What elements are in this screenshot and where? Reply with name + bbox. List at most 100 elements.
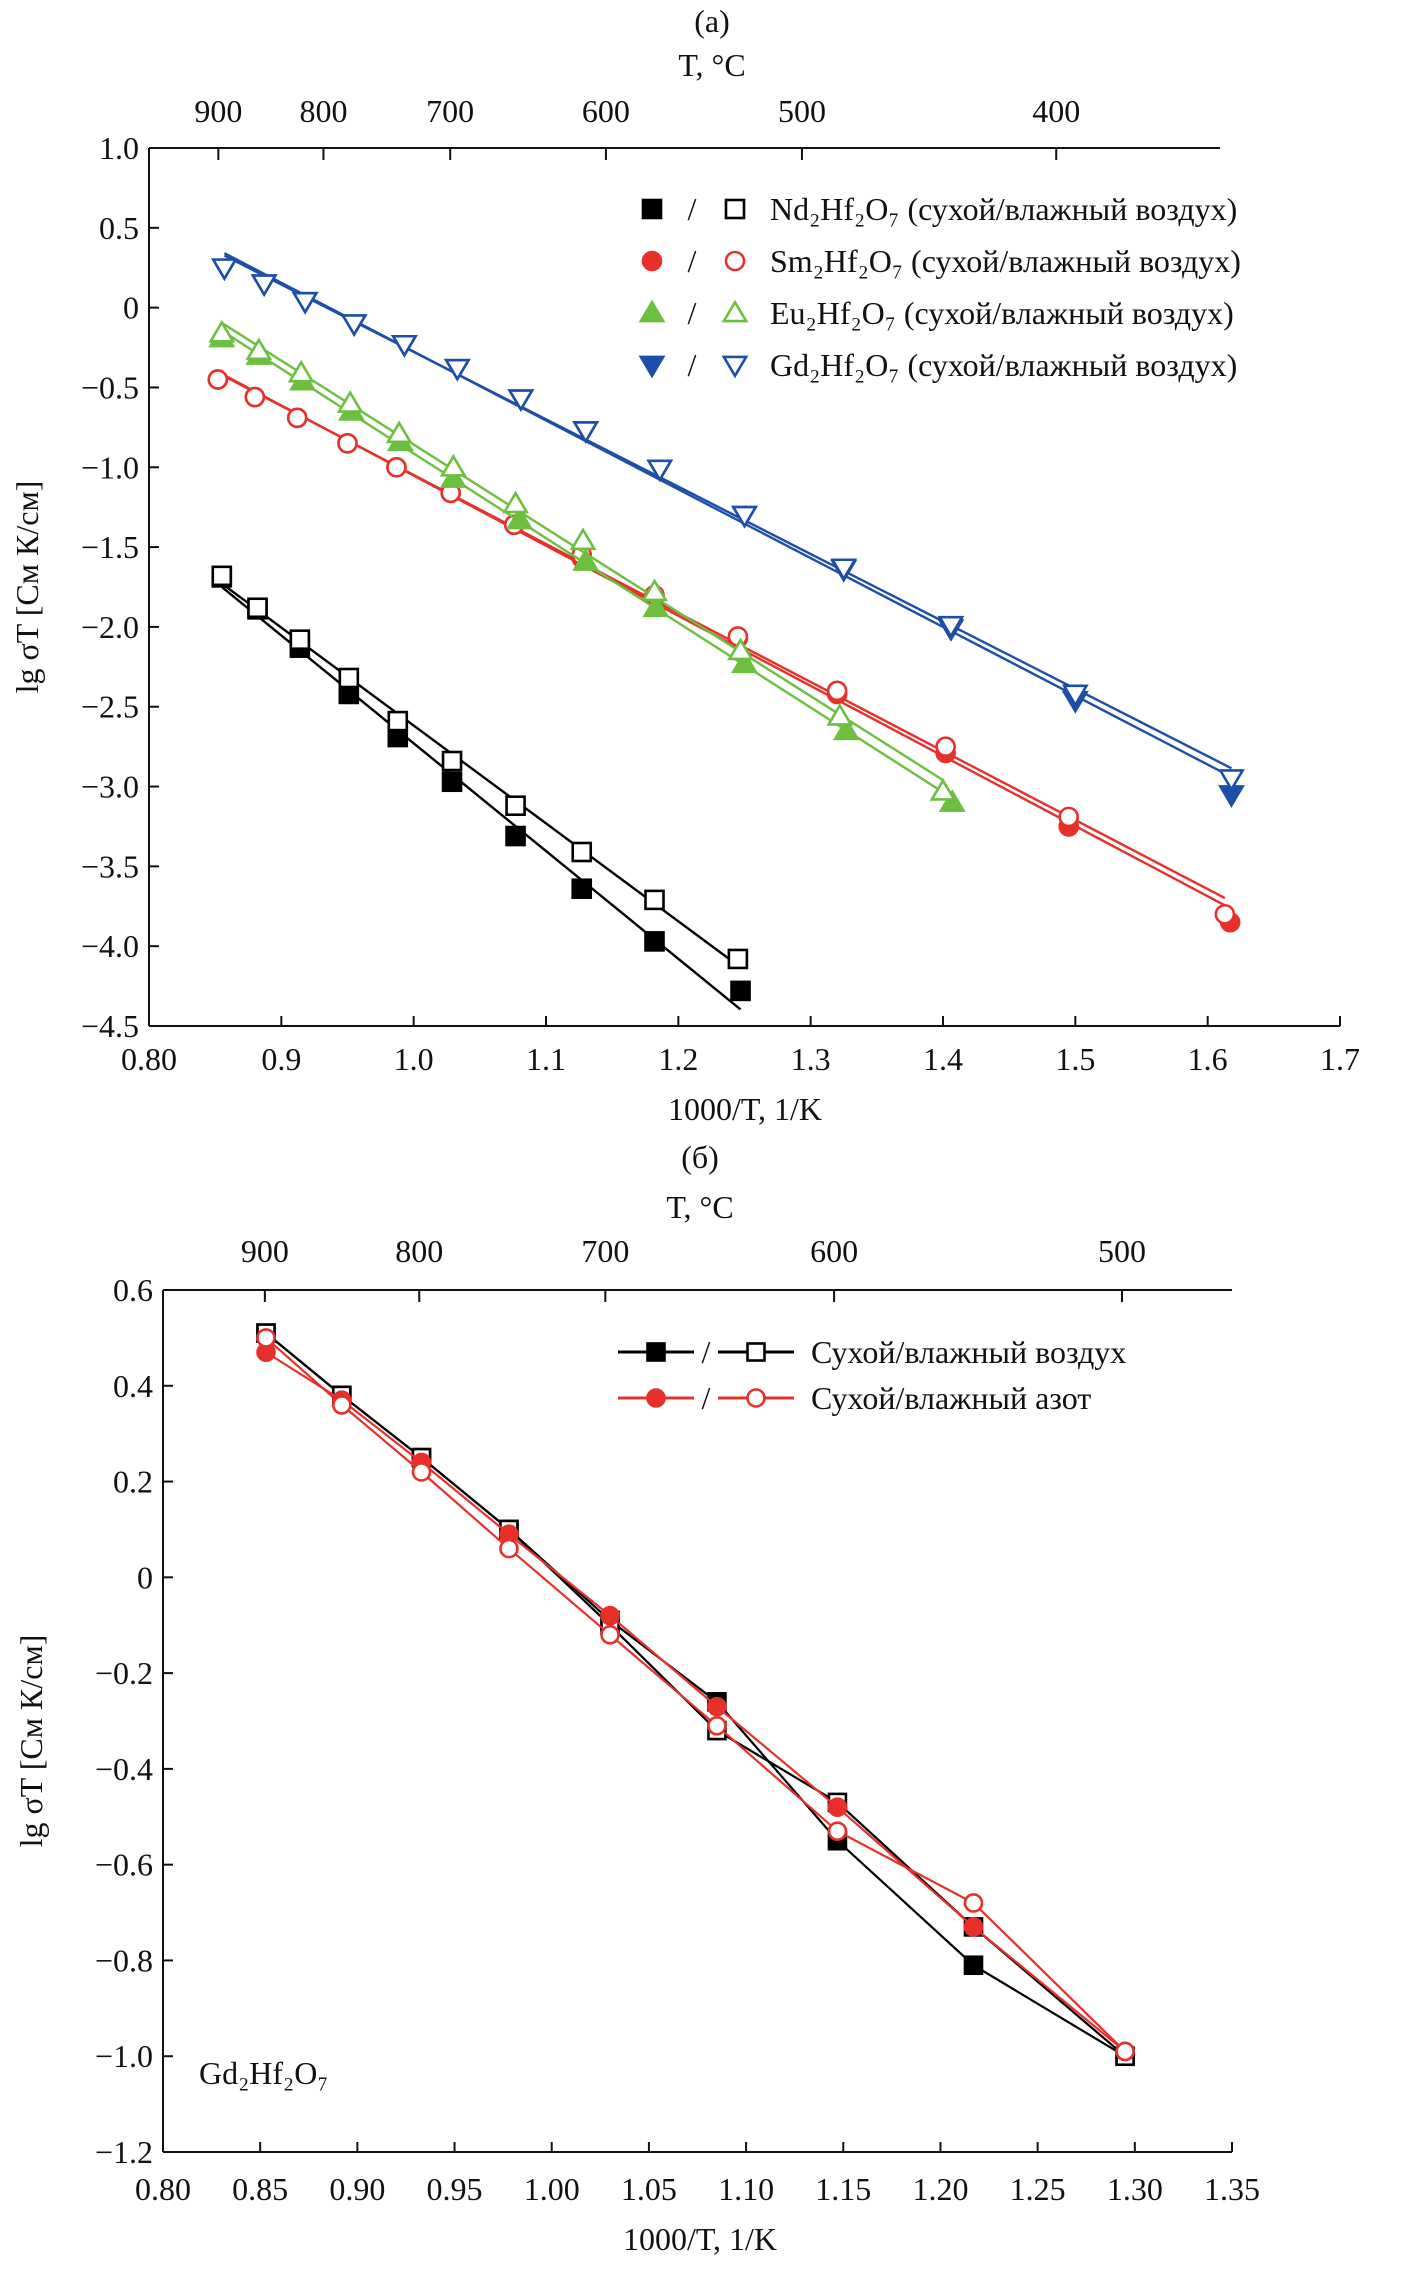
legend-entry: / Gd₂Hf₂O₇ (сухой/влажный воздух): [638, 347, 1237, 383]
data-point: [505, 795, 526, 817]
data-point: [247, 597, 268, 619]
top-tick-label: 700: [581, 1233, 629, 1269]
top-tick-label: 700: [426, 93, 474, 129]
data-point: [250, 274, 278, 298]
legend-separator-gap: [694, 1392, 718, 1404]
y-tick-label: −3.5: [81, 848, 139, 884]
legend-entry: / Sm₂Hf₂O₇ (сухой/влажный воздух): [641, 243, 1241, 279]
series: [210, 252, 1245, 808]
data-point: [502, 490, 530, 514]
legend-entry: / Nd₂Hf₂O₇ (сухой/влажный воздух): [641, 191, 1237, 227]
data-point: [1115, 2041, 1135, 2062]
data-point: [572, 548, 600, 571]
data-point: [340, 314, 368, 337]
y-axis-label: lg σT [См К/см]: [13, 1635, 49, 1848]
data-point: [1061, 684, 1089, 708]
legend-marker-open: [746, 1342, 766, 1362]
top-tick-label: 800: [395, 1233, 443, 1269]
compound-annotation: Gd₂Hf₂O₇: [199, 2055, 328, 2091]
data-point: [387, 710, 409, 732]
top-tick-label: 800: [299, 93, 347, 129]
y-tick-label: 0: [123, 290, 139, 326]
y-tick-label: 0.5: [99, 210, 139, 246]
legend-entry: / Eu₂Hf₂O₇ (сухой/влажный воздух): [638, 295, 1234, 331]
y-tick-label: −2.0: [81, 609, 139, 645]
legend-marker-filled: [641, 198, 663, 220]
data-point: [707, 1715, 727, 1736]
data-point: [386, 456, 407, 478]
data-point: [332, 1395, 352, 1415]
data-point: [289, 629, 311, 650]
data-point: [244, 386, 266, 408]
y-tick-label: −2.5: [81, 689, 139, 725]
data-point: [390, 334, 418, 358]
x-axis-label: 1000/T, 1/K: [668, 1091, 822, 1127]
x-tick-label: 1.5: [1055, 1041, 1095, 1077]
legend-marker-filled: [638, 355, 666, 379]
top-axis-label: T, °C: [666, 1189, 733, 1225]
series: [208, 319, 957, 801]
top-tick-label: 600: [582, 93, 630, 129]
x-tick-label: 1.7: [1320, 1041, 1360, 1077]
x-tick-label: 1.25: [1010, 2171, 1066, 2207]
legend-marker-filled: [638, 299, 666, 323]
data-point: [337, 433, 358, 454]
data-point: [963, 1955, 984, 1976]
x-tick-label: 1.3: [791, 1041, 831, 1077]
data-point: [505, 825, 526, 847]
data-point: [571, 841, 593, 863]
x-tick-label: 1.0: [394, 1041, 434, 1077]
data-point: [731, 650, 758, 674]
panel-label: (a): [694, 3, 730, 39]
y-tick-label: −4.5: [81, 1008, 139, 1044]
data-point: [507, 389, 535, 412]
legend-separator: /: [702, 1334, 711, 1370]
data-point: [441, 771, 463, 793]
legend-label: Сухой/влажный воздух: [811, 1334, 1126, 1370]
data-point: [385, 420, 413, 444]
legend-marker-filled: [646, 1388, 666, 1408]
y-tick-label: 0.4: [113, 1368, 153, 1404]
x-tick-label: 1.4: [923, 1041, 963, 1077]
top-axis-label: T, °C: [678, 47, 745, 83]
data-point: [731, 505, 758, 529]
legend-label: Gd₂Hf₂O₇ (сухой/влажный воздух): [770, 347, 1237, 383]
data-point: [644, 931, 665, 952]
x-tick-label: 1.10: [718, 2171, 774, 2207]
x-tick-label: 0.85: [232, 2171, 288, 2207]
x-tick-label: 1.35: [1204, 2171, 1260, 2207]
data-point: [642, 594, 670, 618]
panel-b: (б) T, °C 1000/T, 1/K lg σT [См К/см] Gd…: [13, 1139, 1260, 2257]
data-point: [443, 358, 471, 382]
series: [207, 369, 1236, 925]
x-tick-label: 1.2: [658, 1041, 698, 1077]
series: [210, 254, 1245, 792]
data-point: [287, 359, 315, 383]
data-point: [827, 1797, 848, 1817]
data-point: [338, 667, 360, 689]
data-point: [571, 878, 593, 900]
x-tick-label: 1.30: [1107, 2171, 1163, 2207]
x-axis-label: 1000/T, 1/K: [623, 2221, 777, 2257]
top-tick-label: 900: [194, 93, 242, 129]
data-point: [441, 750, 463, 772]
data-point: [600, 1605, 620, 1626]
x-tick-label: 0.9: [261, 1041, 301, 1077]
data-point: [826, 680, 848, 702]
legend-marker-open: [724, 198, 746, 220]
y-tick-label: 0.2: [113, 1464, 153, 1500]
top-tick-label: 500: [1098, 1233, 1146, 1269]
x-tick-label: 1.1: [526, 1041, 566, 1077]
data-point: [208, 319, 236, 343]
data-point: [572, 421, 600, 444]
x-tick-label: 1.15: [815, 2171, 871, 2207]
x-tick-label: 1.05: [621, 2171, 677, 2207]
data-point: [1218, 769, 1245, 792]
x-tick-label: 1.20: [912, 2171, 968, 2207]
series-line: [265, 1351, 1126, 2053]
x-tick-label: 0.90: [329, 2171, 385, 2207]
y-tick-label: −1.2: [95, 2134, 153, 2170]
data-point: [286, 407, 308, 429]
y-tick-label: 0: [137, 1559, 153, 1595]
